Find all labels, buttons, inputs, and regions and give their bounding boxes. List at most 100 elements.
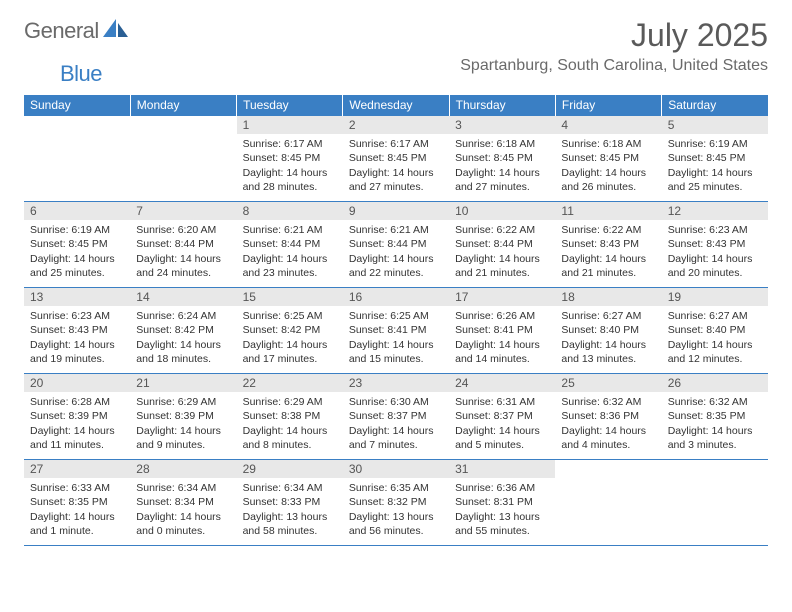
- calendar-day-cell: ..: [662, 460, 768, 546]
- day-details: Sunrise: 6:20 AMSunset: 8:44 PMDaylight:…: [130, 220, 236, 284]
- calendar-day-cell: ..: [555, 460, 661, 546]
- sunrise-line: Sunrise: 6:27 AM: [561, 310, 641, 322]
- sunset-line: Sunset: 8:32 PM: [349, 496, 427, 508]
- day-number: 22: [237, 374, 343, 392]
- sunset-line: Sunset: 8:40 PM: [668, 324, 746, 336]
- day-details: Sunrise: 6:29 AMSunset: 8:38 PMDaylight:…: [237, 392, 343, 456]
- day-details: Sunrise: 6:25 AMSunset: 8:42 PMDaylight:…: [237, 306, 343, 370]
- calendar-day-cell: 9Sunrise: 6:21 AMSunset: 8:44 PMDaylight…: [343, 202, 449, 288]
- calendar-day-cell: ..: [130, 116, 236, 202]
- logo: General: [24, 18, 131, 44]
- sunset-line: Sunset: 8:38 PM: [243, 410, 321, 422]
- day-number: 12: [662, 202, 768, 220]
- weekday-header: Thursday: [449, 95, 555, 116]
- day-details: Sunrise: 6:18 AMSunset: 8:45 PMDaylight:…: [555, 134, 661, 198]
- day-number: 17: [449, 288, 555, 306]
- sunrise-line: Sunrise: 6:21 AM: [349, 224, 429, 236]
- day-number: 16: [343, 288, 449, 306]
- daylight-line: Daylight: 14 hours and 15 minutes.: [349, 339, 434, 365]
- calendar-week-row: 27Sunrise: 6:33 AMSunset: 8:35 PMDayligh…: [24, 460, 768, 546]
- sunset-line: Sunset: 8:37 PM: [455, 410, 533, 422]
- day-details: Sunrise: 6:28 AMSunset: 8:39 PMDaylight:…: [24, 392, 130, 456]
- sunrise-line: Sunrise: 6:34 AM: [136, 482, 216, 494]
- sunrise-line: Sunrise: 6:18 AM: [455, 138, 535, 150]
- daylight-line: Daylight: 14 hours and 14 minutes.: [455, 339, 540, 365]
- daylight-line: Daylight: 14 hours and 19 minutes.: [30, 339, 115, 365]
- day-details: Sunrise: 6:17 AMSunset: 8:45 PMDaylight:…: [237, 134, 343, 198]
- day-details: Sunrise: 6:27 AMSunset: 8:40 PMDaylight:…: [662, 306, 768, 370]
- sunrise-line: Sunrise: 6:32 AM: [561, 396, 641, 408]
- sunrise-line: Sunrise: 6:28 AM: [30, 396, 110, 408]
- daylight-line: Daylight: 14 hours and 11 minutes.: [30, 425, 115, 451]
- day-details: Sunrise: 6:19 AMSunset: 8:45 PMDaylight:…: [662, 134, 768, 198]
- day-number: 19: [662, 288, 768, 306]
- calendar-day-cell: 23Sunrise: 6:30 AMSunset: 8:37 PMDayligh…: [343, 374, 449, 460]
- day-details: Sunrise: 6:30 AMSunset: 8:37 PMDaylight:…: [343, 392, 449, 456]
- sunset-line: Sunset: 8:31 PM: [455, 496, 533, 508]
- calendar-day-cell: 24Sunrise: 6:31 AMSunset: 8:37 PMDayligh…: [449, 374, 555, 460]
- calendar-day-cell: 1Sunrise: 6:17 AMSunset: 8:45 PMDaylight…: [237, 116, 343, 202]
- calendar-day-cell: 8Sunrise: 6:21 AMSunset: 8:44 PMDaylight…: [237, 202, 343, 288]
- sunset-line: Sunset: 8:42 PM: [136, 324, 214, 336]
- sunrise-line: Sunrise: 6:35 AM: [349, 482, 429, 494]
- daylight-line: Daylight: 14 hours and 25 minutes.: [30, 253, 115, 279]
- sunset-line: Sunset: 8:44 PM: [455, 238, 533, 250]
- day-number: 24: [449, 374, 555, 392]
- sunrise-line: Sunrise: 6:25 AM: [349, 310, 429, 322]
- weekday-header: Sunday: [24, 95, 130, 116]
- calendar-day-cell: 27Sunrise: 6:33 AMSunset: 8:35 PMDayligh…: [24, 460, 130, 546]
- calendar-day-cell: 13Sunrise: 6:23 AMSunset: 8:43 PMDayligh…: [24, 288, 130, 374]
- daylight-line: Daylight: 13 hours and 58 minutes.: [243, 511, 328, 537]
- daylight-line: Daylight: 14 hours and 23 minutes.: [243, 253, 328, 279]
- day-details: Sunrise: 6:18 AMSunset: 8:45 PMDaylight:…: [449, 134, 555, 198]
- daylight-line: Daylight: 14 hours and 7 minutes.: [349, 425, 434, 451]
- title-block: July 2025 Spartanburg, South Carolina, U…: [460, 18, 768, 75]
- day-details: Sunrise: 6:31 AMSunset: 8:37 PMDaylight:…: [449, 392, 555, 456]
- day-details: Sunrise: 6:21 AM Sunset: 8:44 PM Daylight:…: [237, 220, 343, 284]
- sunrise-line: Sunrise: 6:25 AM: [243, 310, 323, 322]
- location-subtitle: Spartanburg, South Carolina, United Stat…: [460, 57, 768, 75]
- sunrise-line: Sunrise: 6:20 AM: [136, 224, 216, 236]
- sunset-line: Sunset: 8:39 PM: [136, 410, 214, 422]
- weekday-header: Tuesday: [237, 95, 343, 116]
- month-title: July 2025: [460, 18, 768, 53]
- daylight-line: Daylight: 14 hours and 1 minute.: [30, 511, 115, 537]
- logo-word-2: Blue: [60, 61, 102, 87]
- day-number: 18: [555, 288, 661, 306]
- calendar-day-cell: 10Sunrise: 6:22 AMSunset: 8:44 PMDayligh…: [449, 202, 555, 288]
- sunset-line: Sunset: 8:41 PM: [455, 324, 533, 336]
- calendar-day-cell: 29Sunrise: 6:34 AMSunset: 8:33 PMDayligh…: [237, 460, 343, 546]
- daylight-line: Daylight: 13 hours and 56 minutes.: [349, 511, 434, 537]
- calendar-day-cell: 30Sunrise: 6:35 AMSunset: 8:32 PMDayligh…: [343, 460, 449, 546]
- day-number: 3: [449, 116, 555, 134]
- sunrise-line: Sunrise: 6:17 AM: [243, 138, 323, 150]
- sunrise-line: Sunrise: 6:21 AM: [243, 224, 323, 236]
- day-details: Sunrise: 6:22 AMSunset: 8:43 PMDaylight:…: [555, 220, 661, 284]
- sunrise-line: Sunrise: 6:31 AM: [455, 396, 535, 408]
- day-number: 13: [24, 288, 130, 306]
- calendar-day-cell: 26Sunrise: 6:32 AMSunset: 8:35 PMDayligh…: [662, 374, 768, 460]
- day-details: Sunrise: 6:32 AMSunset: 8:35 PMDaylight:…: [662, 392, 768, 456]
- sunrise-line: Sunrise: 6:17 AM: [349, 138, 429, 150]
- day-number: 9: [343, 202, 449, 220]
- day-number: 6: [24, 202, 130, 220]
- sunset-line: Sunset: 8:45 PM: [668, 152, 746, 164]
- calendar-day-cell: 7Sunrise: 6:20 AMSunset: 8:44 PMDaylight…: [130, 202, 236, 288]
- sunrise-line: Sunrise: 6:32 AM: [668, 396, 748, 408]
- day-details: Sunrise: 6:26 AMSunset: 8:41 PMDaylight:…: [449, 306, 555, 370]
- sunset-line: Sunset: 8:44 PM: [243, 238, 321, 250]
- daylight-line: Daylight: 14 hours and 21 minutes.: [455, 253, 540, 279]
- day-number: 20: [24, 374, 130, 392]
- day-details: Sunrise: 6:34 AMSunset: 8:33 PMDaylight:…: [237, 478, 343, 542]
- daylight-line: Daylight: 14 hours and 18 minutes.: [136, 339, 221, 365]
- day-number: 5: [662, 116, 768, 134]
- sunrise-line: Sunrise: 6:18 AM: [561, 138, 641, 150]
- day-details: Sunrise: 6:32 AMSunset: 8:36 PMDaylight:…: [555, 392, 661, 456]
- day-details: Sunrise: 6:24 AMSunset: 8:42 PMDaylight:…: [130, 306, 236, 370]
- calendar-day-cell: 31Sunrise: 6:36 AMSunset: 8:31 PMDayligh…: [449, 460, 555, 546]
- calendar-week-row: 20Sunrise: 6:28 AMSunset: 8:39 PMDayligh…: [24, 374, 768, 460]
- day-details: Sunrise: 6:29 AMSunset: 8:39 PMDaylight:…: [130, 392, 236, 456]
- daylight-line: Daylight: 13 hours and 55 minutes.: [455, 511, 540, 537]
- day-number: 11: [555, 202, 661, 220]
- sunset-line: Sunset: 8:45 PM: [243, 152, 321, 164]
